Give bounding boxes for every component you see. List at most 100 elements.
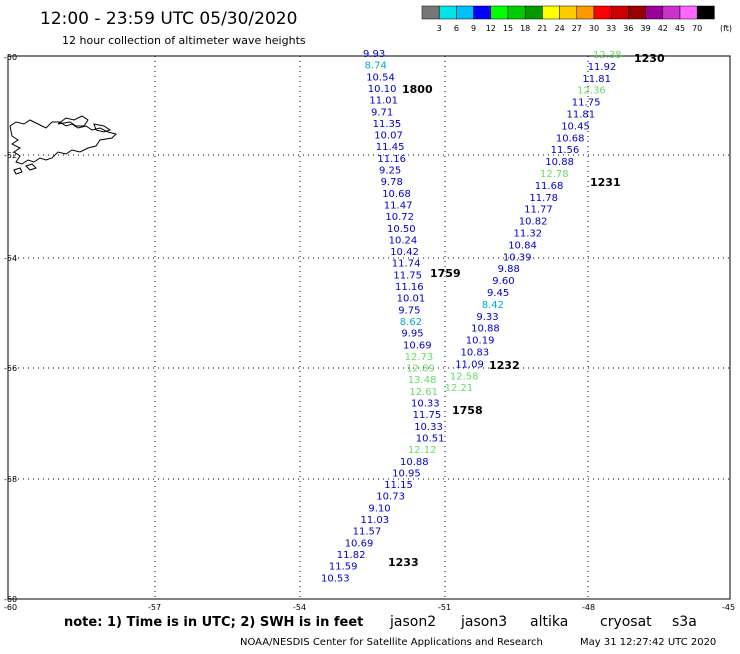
wave-height-value: 11.77 xyxy=(524,205,553,216)
wave-height-value: 10.53 xyxy=(321,573,350,584)
wave-height-value: 9.33 xyxy=(476,312,498,323)
lon-label: -60 xyxy=(4,603,17,612)
footer-note: note: 1) Time is in UTC; 2) SWH is in fe… xyxy=(64,615,363,630)
colorbar-swatch xyxy=(524,5,543,20)
colorbar-swatch xyxy=(438,5,457,20)
time-label: 1759 xyxy=(430,267,461,280)
wave-height-value: 9.75 xyxy=(398,305,420,316)
time-label: 1231 xyxy=(590,176,621,189)
colorbar-label: 24 xyxy=(555,24,565,33)
colorbar-swatch xyxy=(628,5,646,20)
track-east: 12.3811.9211.8112.3611.7511.8110.4510.68… xyxy=(445,50,622,394)
wave-height-value: 12.89 xyxy=(406,364,435,375)
time-label: 1800 xyxy=(402,83,433,96)
wave-height-value: 12.61 xyxy=(409,387,438,398)
satellite-altika: altika xyxy=(530,614,568,630)
colorbar-swatch xyxy=(593,5,612,20)
colorbar-label: 15 xyxy=(503,24,513,33)
lat-label: -52 xyxy=(4,151,17,160)
colorbar-label: 42 xyxy=(658,24,668,33)
colorbar-label: 18 xyxy=(520,24,530,33)
colorbar-swatch xyxy=(507,5,526,20)
colorbar-swatch xyxy=(679,5,698,20)
wave-height-value: 9.45 xyxy=(487,288,509,299)
wave-height-value: 10.95 xyxy=(392,468,421,479)
wave-height-value: 10.33 xyxy=(411,399,440,410)
colorbar-label: 39 xyxy=(641,24,651,33)
wave-height-value: 11.01 xyxy=(369,96,398,107)
colorbar-label: 27 xyxy=(572,24,582,33)
wave-height-value: 10.68 xyxy=(382,189,411,200)
colorbar-label: 3 xyxy=(437,24,442,33)
wave-height-value: 10.82 xyxy=(519,217,548,228)
wave-height-value: 10.39 xyxy=(503,252,532,263)
colorbar-label: 9 xyxy=(471,24,476,33)
wave-height-value: 12.21 xyxy=(445,383,474,394)
colorbar-swatch xyxy=(473,5,492,20)
lat-label: -54 xyxy=(4,254,17,263)
wave-height-value: 11.81 xyxy=(567,110,596,121)
wave-height-value: 11.75 xyxy=(572,98,601,109)
wave-height-value: 10.88 xyxy=(471,324,500,335)
wave-height-value: 12.78 xyxy=(540,169,569,180)
wave-height-value: 10.54 xyxy=(366,72,395,83)
wave-height-value: 12.73 xyxy=(405,352,434,363)
wave-height-value: 11.35 xyxy=(373,119,402,130)
wave-height-value: 11.92 xyxy=(588,62,617,73)
lat-label: -50 xyxy=(4,53,17,62)
colorbar-swatch xyxy=(421,5,440,20)
colorbar-labels: 3 6 9 12 15 18 21 24 27 30 33 36 39 42 45 70 xyxy=(437,24,703,33)
wave-height-value: 12.12 xyxy=(408,445,437,456)
wave-height-value: 8.62 xyxy=(400,317,422,328)
wave-height-value: 9.93 xyxy=(363,49,385,60)
colorbar-label: 33 xyxy=(606,24,616,33)
colorbar-label: 21 xyxy=(537,24,547,33)
wave-height-value: 10.88 xyxy=(400,457,429,468)
wave-height-value: 9.60 xyxy=(492,276,514,287)
wave-height-value: 10.83 xyxy=(461,348,490,359)
wave-height-value: 11.16 xyxy=(377,154,406,165)
wave-height-value: 11.15 xyxy=(384,480,413,491)
colorbar-swatch xyxy=(559,5,578,20)
lon-label: -48 xyxy=(582,603,595,612)
wave-height-value: 10.51 xyxy=(416,433,445,444)
wave-height-value: 10.73 xyxy=(376,492,405,503)
colorbar-unit: (ft) xyxy=(720,24,732,33)
wave-height-value: 11.32 xyxy=(514,229,543,240)
wave-height-value: 12.58 xyxy=(450,371,479,382)
wave-height-value: 10.33 xyxy=(414,422,443,433)
lon-label: -54 xyxy=(293,603,306,612)
wave-height-value: 11.81 xyxy=(582,74,611,85)
colorbar-label: 30 xyxy=(589,24,599,33)
wave-height-value: 10.01 xyxy=(397,294,426,305)
wave-height-value: 12.36 xyxy=(577,86,606,97)
wave-height-value: 9.95 xyxy=(401,329,423,340)
page-subtitle: 12 hour collection of altimeter wave hei… xyxy=(62,34,306,47)
lat-label: -56 xyxy=(4,364,17,373)
wave-height-value: 12.38 xyxy=(593,50,622,61)
wave-height-value: 11.57 xyxy=(353,527,382,538)
wave-height-value: 11.45 xyxy=(376,142,405,153)
wave-height-value: 11.59 xyxy=(329,562,358,573)
colorbar-label: 6 xyxy=(454,24,459,33)
colorbar-label: 45 xyxy=(675,24,685,33)
satellite-jason2: jason2 xyxy=(389,614,436,630)
colorbar-swatch xyxy=(610,5,629,20)
lat-label: -58 xyxy=(4,475,17,484)
wave-height-value: 11.56 xyxy=(551,145,580,156)
track-west: 9.938.7410.5410.1011.019.7111.3510.0711.… xyxy=(321,49,444,584)
wave-height-value: 10.19 xyxy=(466,336,495,347)
colorbar-swatch xyxy=(576,5,595,20)
wave-height-value: 10.68 xyxy=(556,133,585,144)
colorbar-swatch xyxy=(662,5,681,20)
colorbar-label: 70 xyxy=(692,24,702,33)
wave-height-value: 9.10 xyxy=(368,503,390,514)
colorbar-swatch xyxy=(696,5,715,20)
wave-height-value: 10.84 xyxy=(508,240,537,251)
wave-height-value: 10.45 xyxy=(561,121,590,132)
time-label: 1232 xyxy=(489,359,520,372)
satellite-jason3: jason3 xyxy=(460,614,507,630)
colorbar-swatch xyxy=(645,5,664,20)
colorbar-legend xyxy=(421,5,715,20)
